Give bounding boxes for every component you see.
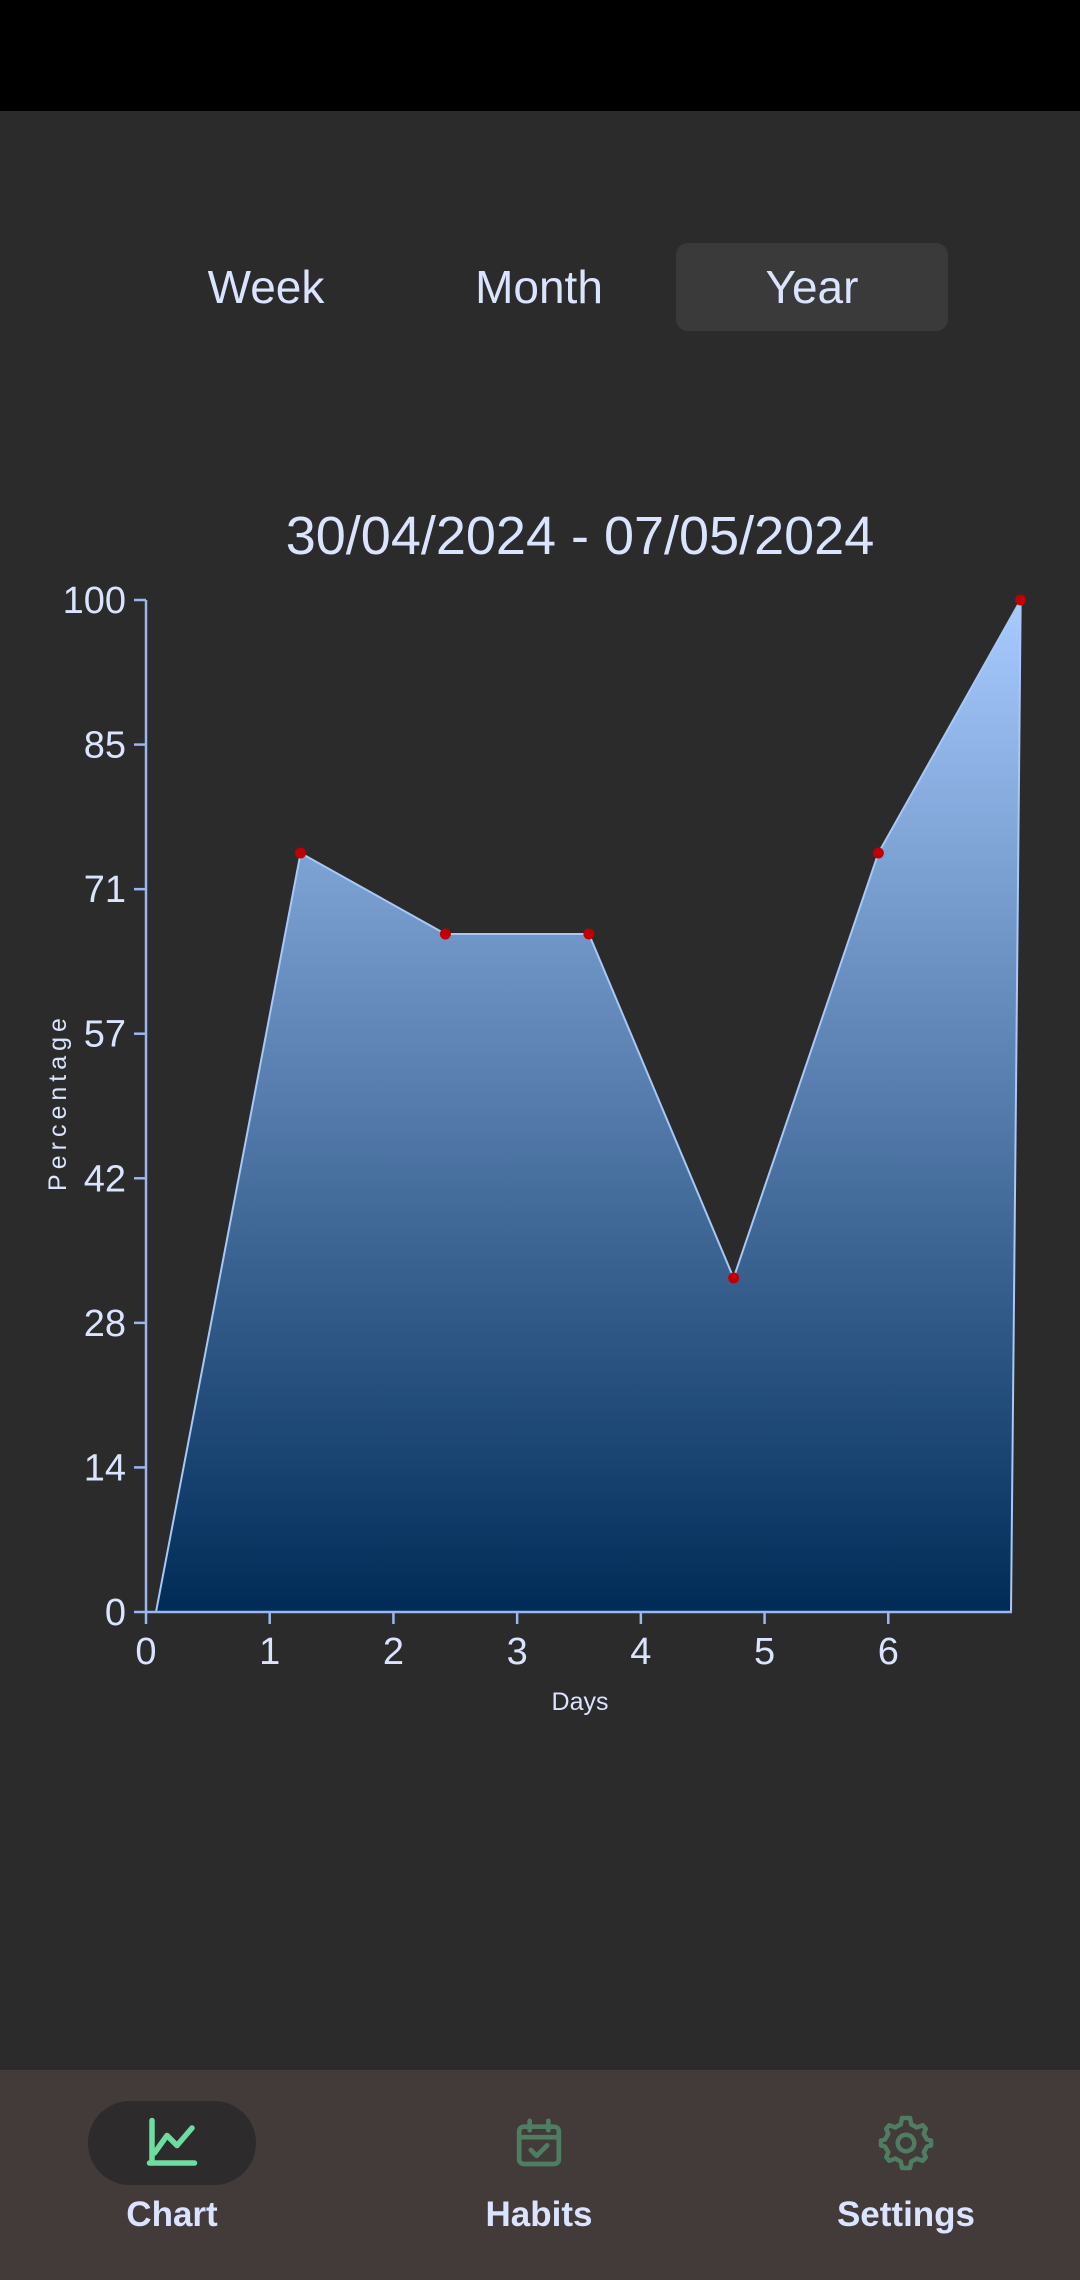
bottom-navigation: Chart Habits Settings bbox=[0, 2070, 1080, 2280]
gear-icon bbox=[878, 2115, 934, 2171]
tab-week[interactable]: Week bbox=[207, 261, 325, 313]
y-tick-label: 100 bbox=[63, 580, 126, 622]
y-axis-title: Percentage bbox=[44, 1013, 72, 1191]
period-tabs: Week Month Year bbox=[0, 243, 1080, 331]
nav-item-habits[interactable]: Habits bbox=[455, 2070, 623, 2280]
tab-month[interactable]: Month bbox=[475, 261, 603, 313]
nav-item-chart[interactable]: Chart bbox=[88, 2070, 256, 2280]
nav-chart-indicator bbox=[88, 2101, 256, 2185]
area-fill bbox=[156, 600, 1021, 1612]
data-point bbox=[295, 847, 307, 859]
x-tick-label: 2 bbox=[383, 1631, 404, 1673]
status-bar bbox=[0, 0, 1080, 111]
x-tick-label: 1 bbox=[259, 1631, 280, 1673]
y-tick-label: 28 bbox=[84, 1303, 126, 1345]
chart-line-icon bbox=[146, 2117, 198, 2166]
y-tick-label: 85 bbox=[84, 725, 126, 767]
data-point bbox=[872, 847, 884, 859]
data-point bbox=[728, 1272, 740, 1284]
series-line bbox=[155, 599, 1022, 1613]
calendar-check-icon bbox=[516, 2118, 562, 2167]
x-tick-label: 5 bbox=[754, 1631, 775, 1673]
data-point bbox=[1015, 594, 1027, 606]
y-tick-label: 42 bbox=[84, 1158, 126, 1200]
x-tick-label: 3 bbox=[507, 1631, 528, 1673]
data-point bbox=[439, 928, 451, 940]
nav-settings-indicator bbox=[822, 2101, 990, 2185]
chart-title: 30/04/2024 - 07/05/2024 bbox=[285, 506, 875, 566]
y-tick-label: 0 bbox=[105, 1592, 126, 1634]
x-tick-label: 0 bbox=[135, 1631, 156, 1673]
x-tick-label: 4 bbox=[630, 1631, 651, 1673]
x-tick-label: 6 bbox=[878, 1631, 899, 1673]
nav-item-settings[interactable]: Settings bbox=[822, 2070, 990, 2280]
x-axis-title: Days bbox=[552, 1688, 609, 1716]
nav-label-habits: Habits bbox=[485, 2195, 593, 2234]
y-tick-label: 14 bbox=[84, 1447, 126, 1489]
nav-label-chart: Chart bbox=[126, 2195, 218, 2234]
y-tick-label: 71 bbox=[84, 869, 126, 911]
y-tick-label: 57 bbox=[84, 1014, 126, 1056]
tab-year[interactable]: Year bbox=[676, 243, 948, 331]
nav-habits-indicator bbox=[455, 2101, 623, 2185]
nav-label-settings: Settings bbox=[836, 2195, 976, 2234]
data-point bbox=[583, 928, 595, 940]
